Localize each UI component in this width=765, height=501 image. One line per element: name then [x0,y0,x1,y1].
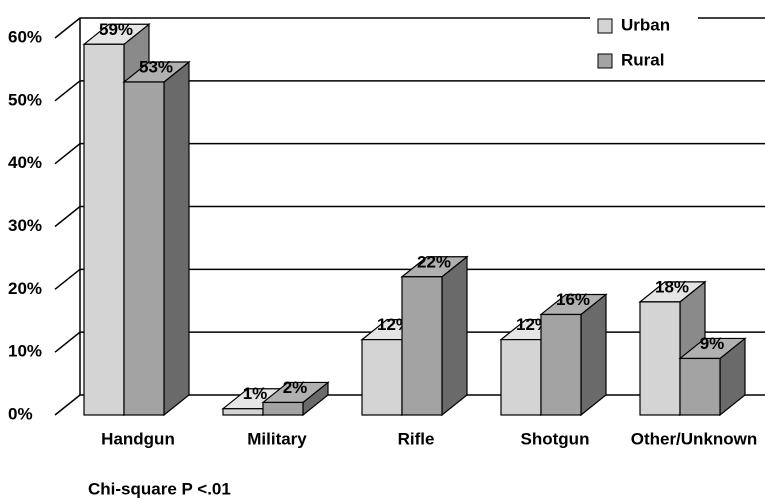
bar [678,337,747,417]
grid-line [54,80,765,102]
x-tick-label: Shotgun [521,429,590,448]
value-label: 22% [417,252,451,271]
bar-front [639,301,681,416]
bar [539,293,608,417]
x-tick-label: Rifle [398,429,435,448]
y-tick-label: 30% [8,216,42,235]
bar [400,255,469,417]
y-tick-label: 0% [8,404,33,423]
bar-side [580,293,607,417]
value-label: 1% [243,384,268,403]
x-tick-label: Other/Unknown [631,429,758,448]
bar-side [163,60,190,417]
value-label: 59% [99,20,133,39]
footnote: Chi-square P <.01 [88,479,231,498]
bar-front [83,43,125,416]
y-tick-label: 40% [8,153,42,172]
bar-front [222,408,264,416]
bar-front [262,401,304,416]
bar-front [361,339,403,416]
value-label: 53% [139,57,173,76]
grid-line [54,142,765,165]
y-tick-label: 60% [8,27,42,46]
bar-front [401,276,443,416]
value-label: 16% [556,290,590,309]
x-tick-label: Military [247,429,307,448]
bar [122,60,191,417]
grid-line [54,205,765,228]
legend-label: Urban [621,15,670,34]
y-tick-label: 20% [8,279,42,298]
legend-swatch [597,18,613,34]
bar [261,381,330,417]
grid-line [54,268,765,290]
value-label: 9% [700,334,725,353]
x-tick-label: Handgun [101,429,175,448]
y-tick-label: 50% [8,90,42,109]
legend-swatch [597,53,613,69]
y-tick-label: 10% [8,342,42,361]
value-label: 18% [655,277,689,296]
legend: Urban Rural [590,6,698,78]
bar-front [500,339,542,416]
legend-label: Rural [621,50,664,69]
grid-line [54,17,765,39]
bar-front [679,357,721,416]
bar-front [123,81,165,416]
value-label: 2% [283,378,308,397]
bar-side [441,255,468,417]
bar-front [540,313,582,416]
